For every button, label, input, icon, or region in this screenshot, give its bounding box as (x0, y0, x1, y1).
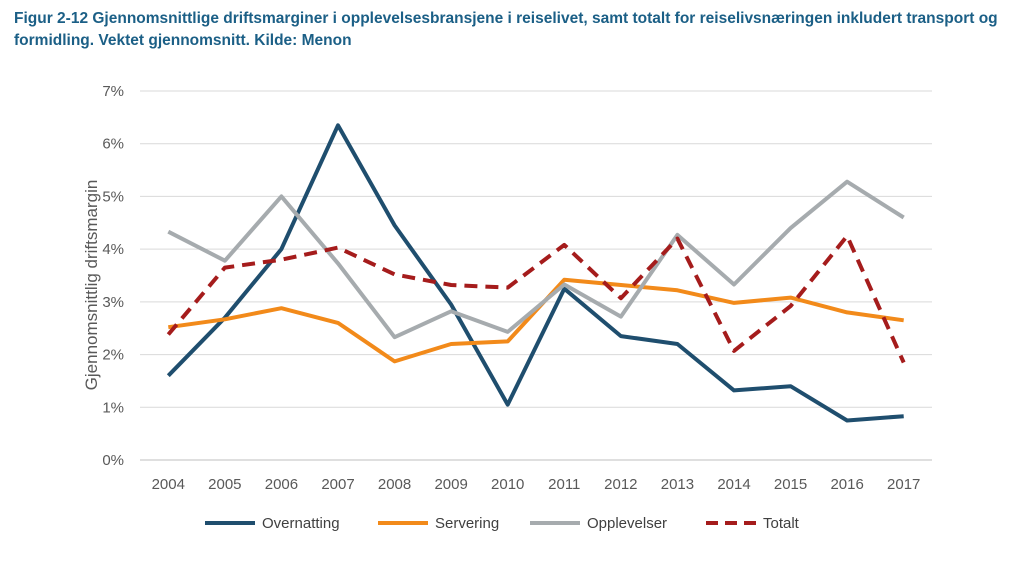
x-tick-label: 2008 (378, 476, 411, 493)
series-line-totalt (166, 234, 906, 364)
x-tick-label: 2011 (548, 476, 580, 493)
legend: Overnatting Servering Opplevelser Totalt (205, 515, 800, 532)
y-tick-label: 0% (102, 452, 124, 469)
series-line-overnatting (166, 123, 904, 423)
x-tick-label: 2013 (661, 476, 694, 493)
legend-label-servering: Servering (435, 515, 499, 532)
y-tick-label: 7% (102, 83, 124, 100)
x-tick-label: 2007 (321, 476, 354, 493)
gridlines (140, 90, 932, 461)
x-tick-label: 2014 (717, 476, 750, 493)
y-tick-label: 2% (102, 347, 124, 364)
x-tick-label: 2005 (208, 476, 241, 493)
y-tick-label: 5% (102, 188, 124, 205)
y-tick-label: 1% (102, 399, 124, 416)
x-tick-label: 2015 (774, 476, 807, 493)
x-tick-label: 2012 (604, 476, 637, 493)
x-tick-label: 2016 (830, 476, 863, 493)
series-lines (166, 123, 906, 423)
x-tick-label: 2010 (491, 476, 524, 493)
x-tick-label: 2006 (265, 476, 298, 493)
chart-title: Figur 2-12 Gjennomsnittlige driftsmargin… (14, 10, 998, 49)
x-tick-label: 2017 (887, 476, 920, 493)
series-line-opplevelser (167, 179, 905, 340)
legend-label-overnatting: Overnatting (262, 515, 340, 532)
legend-label-totalt: Totalt (763, 515, 800, 532)
x-axis-ticks: 2004 2005 2006 2007 2008 2009 2010 2011 2012 2013… (152, 476, 921, 493)
y-axis-label: Gjennomsnittlig driftsmargin (82, 180, 101, 391)
y-tick-label: 4% (102, 241, 124, 258)
legend-label-opplevelser: Opplevelser (587, 515, 667, 532)
x-tick-label: 2004 (152, 476, 185, 493)
x-tick-label: 2009 (434, 476, 467, 493)
y-tick-label: 3% (102, 294, 124, 311)
y-axis-ticks: 0% 1% 2% 3% 4% 5% 6% 7% (102, 83, 124, 469)
y-tick-label: 6% (102, 136, 124, 153)
